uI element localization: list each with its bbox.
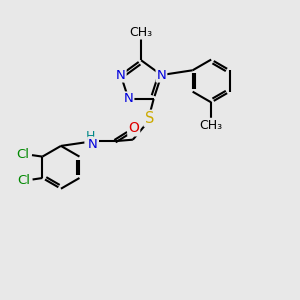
Text: Cl: Cl — [17, 174, 30, 187]
Text: N: N — [157, 68, 166, 82]
Text: N: N — [88, 138, 98, 151]
Text: Cl: Cl — [16, 148, 30, 161]
Text: N: N — [124, 92, 134, 106]
Text: O: O — [128, 122, 139, 135]
Text: CH₃: CH₃ — [130, 26, 153, 38]
Text: H: H — [85, 130, 95, 143]
Text: S: S — [145, 111, 154, 126]
Text: CH₃: CH₃ — [200, 119, 223, 132]
Text: N: N — [116, 68, 126, 82]
